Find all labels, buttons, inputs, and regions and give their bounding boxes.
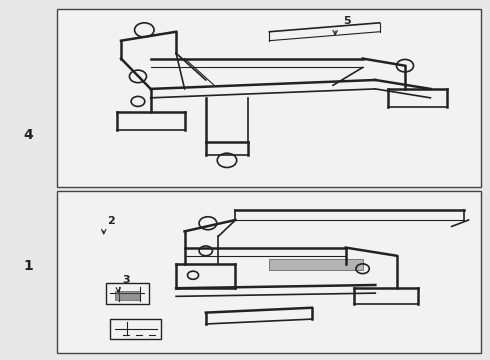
Bar	[115, 291, 140, 300]
Bar	[270, 259, 363, 270]
Bar	[57, 9, 481, 187]
Text: 5: 5	[343, 16, 351, 26]
Bar	[110, 319, 161, 339]
Text: 4: 4	[24, 129, 33, 142]
Bar	[57, 191, 481, 353]
Bar	[106, 283, 148, 305]
Text: 3: 3	[122, 275, 129, 285]
Text: 1: 1	[24, 259, 33, 273]
Text: 2: 2	[107, 216, 115, 226]
